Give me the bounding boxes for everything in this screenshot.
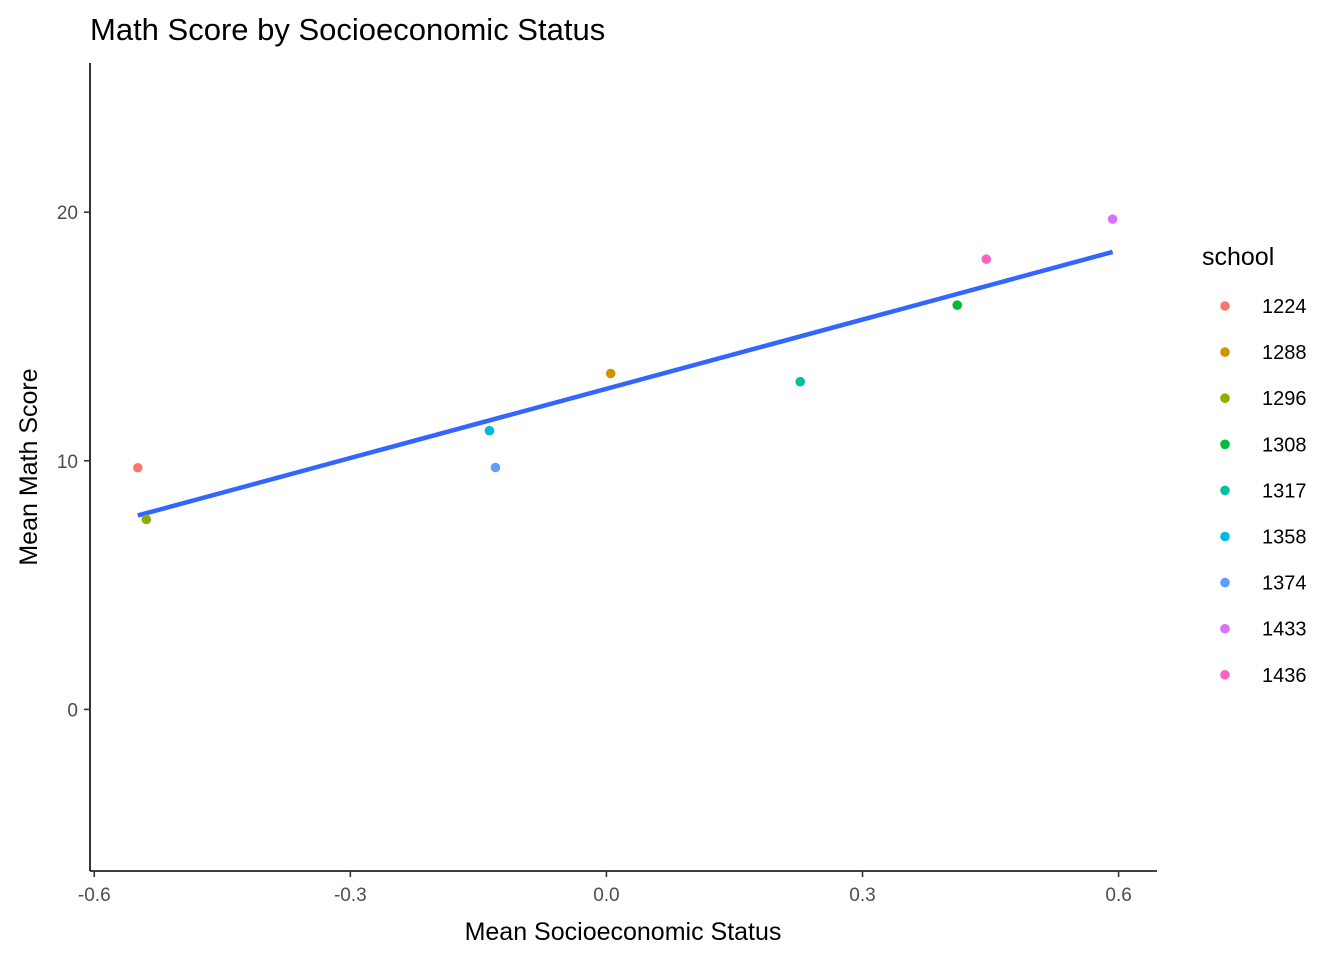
legend-label: 1374 xyxy=(1262,573,1307,595)
legend-key-1436 xyxy=(1220,670,1230,680)
legend-key-1317 xyxy=(1220,485,1230,496)
chart-title: Math Score by Socioeconomic Status xyxy=(90,12,605,47)
x-tick-label: -0.6 xyxy=(78,885,111,906)
y-tick-label: 20 xyxy=(57,203,78,224)
x-ticks: -0.6 -0.3 0.0 0.3 0.6 xyxy=(78,871,1132,906)
legend-label: 1317 xyxy=(1262,480,1307,502)
data-point-1358 xyxy=(484,425,495,436)
y-axis-title: Mean Math Score xyxy=(15,368,43,565)
legend-label: 1296 xyxy=(1262,388,1307,410)
x-axis-title: Mean Socioeconomic Status xyxy=(465,918,782,946)
y-tick-label: 0 xyxy=(67,700,78,721)
y-ticks: 0 10 20 xyxy=(57,203,90,721)
plot-area xyxy=(133,214,1118,525)
data-point-1436 xyxy=(981,254,992,264)
legend-label: 1224 xyxy=(1262,296,1307,318)
data-point-1308 xyxy=(952,300,963,310)
legend-key-1433 xyxy=(1220,623,1230,634)
x-tick-label: 0.6 xyxy=(1105,885,1131,906)
legend-key-1288 xyxy=(1220,347,1230,357)
legend-label: 1358 xyxy=(1262,527,1307,549)
x-tick-label: -0.3 xyxy=(334,885,367,906)
legend-label: 1433 xyxy=(1262,619,1307,641)
data-point-1288 xyxy=(605,368,616,379)
legend: school 122412881296130813171358137414331… xyxy=(1202,243,1307,687)
data-point-1296 xyxy=(141,514,152,525)
legend-label: 1436 xyxy=(1262,665,1307,687)
data-point-1433 xyxy=(1107,214,1118,224)
trend-line xyxy=(137,249,1114,518)
legend-key-1308 xyxy=(1220,439,1230,450)
legend-items: 1224 1288 1296 1308 1317 1358 1374 1433 1436 xyxy=(1220,296,1307,687)
legend-key-1296 xyxy=(1220,393,1230,404)
data-point-1317 xyxy=(795,376,805,387)
legend-label: 1308 xyxy=(1262,434,1307,456)
x-tick-label: 0.0 xyxy=(593,885,619,906)
legend-key-1374 xyxy=(1220,577,1230,588)
data-point-1374 xyxy=(490,462,501,473)
legend-title: school xyxy=(1202,243,1274,271)
legend-key-1224 xyxy=(1220,301,1230,311)
data-point-1224 xyxy=(133,462,143,473)
legend-key-1358 xyxy=(1220,531,1230,542)
legend-label: 1288 xyxy=(1262,342,1307,364)
y-tick-label: 10 xyxy=(57,452,78,473)
x-tick-label: 0.3 xyxy=(849,885,875,906)
